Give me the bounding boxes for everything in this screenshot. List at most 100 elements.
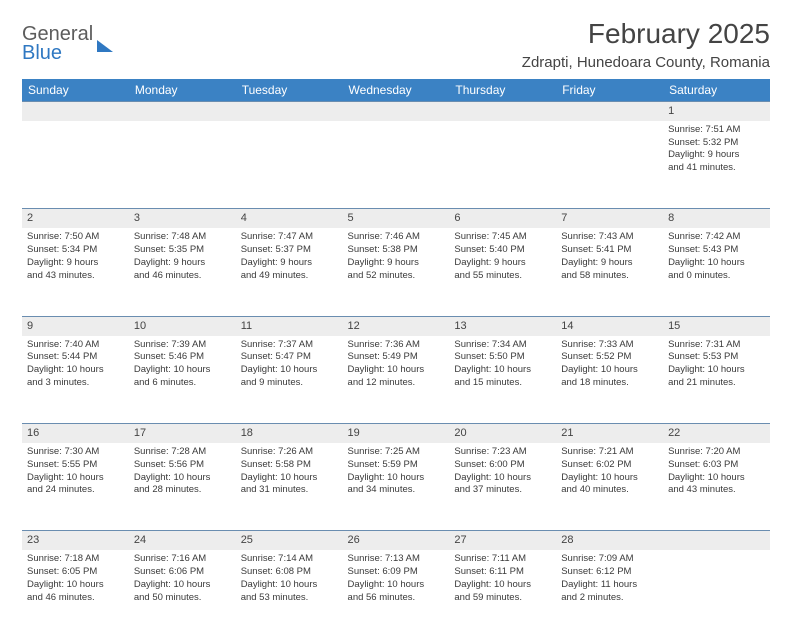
day2-text: and 43 minutes.	[668, 484, 765, 497]
day1-text: Daylight: 9 hours	[241, 257, 338, 270]
day1-text: Daylight: 9 hours	[561, 257, 658, 270]
day-number: 23	[22, 531, 129, 550]
day2-text: and 6 minutes.	[134, 377, 231, 390]
day-number: 13	[449, 316, 556, 335]
day-number: 16	[22, 424, 129, 443]
sunrise-text: Sunrise: 7:28 AM	[134, 446, 231, 459]
day-cell: Sunrise: 7:48 AMSunset: 5:35 PMDaylight:…	[129, 228, 236, 316]
day-cell: Sunrise: 7:45 AMSunset: 5:40 PMDaylight:…	[449, 228, 556, 316]
logo-line2: Blue	[22, 43, 93, 63]
day-cell: Sunrise: 7:14 AMSunset: 6:08 PMDaylight:…	[236, 550, 343, 638]
sunset-text: Sunset: 5:41 PM	[561, 244, 658, 257]
sunrise-text: Sunrise: 7:36 AM	[348, 339, 445, 352]
day1-text: Daylight: 9 hours	[668, 149, 765, 162]
day-number: 21	[556, 424, 663, 443]
day-number: 5	[343, 209, 450, 228]
day-cell: Sunrise: 7:37 AMSunset: 5:47 PMDaylight:…	[236, 336, 343, 424]
day-number: 9	[22, 316, 129, 335]
day-number: 10	[129, 316, 236, 335]
sunrise-text: Sunrise: 7:26 AM	[241, 446, 338, 459]
sunrise-text: Sunrise: 7:46 AM	[348, 231, 445, 244]
sunrise-text: Sunrise: 7:25 AM	[348, 446, 445, 459]
day-number: 27	[449, 531, 556, 550]
day-number-row: 2345678	[22, 209, 770, 228]
sunset-text: Sunset: 6:00 PM	[454, 459, 551, 472]
day-number	[663, 531, 770, 550]
sunset-text: Sunset: 5:34 PM	[27, 244, 124, 257]
day-number-row: 9101112131415	[22, 316, 770, 335]
sunset-text: Sunset: 5:58 PM	[241, 459, 338, 472]
sunset-text: Sunset: 6:05 PM	[27, 566, 124, 579]
day-cell	[343, 121, 450, 209]
day-number: 19	[343, 424, 450, 443]
sunrise-text: Sunrise: 7:20 AM	[668, 446, 765, 459]
day-cell: Sunrise: 7:23 AMSunset: 6:00 PMDaylight:…	[449, 443, 556, 531]
weekday-header: Wednesday	[343, 79, 450, 102]
day2-text: and 18 minutes.	[561, 377, 658, 390]
day-cell: Sunrise: 7:39 AMSunset: 5:46 PMDaylight:…	[129, 336, 236, 424]
weekday-header: Monday	[129, 79, 236, 102]
day-number: 20	[449, 424, 556, 443]
day-cell: Sunrise: 7:33 AMSunset: 5:52 PMDaylight:…	[556, 336, 663, 424]
day-number: 18	[236, 424, 343, 443]
day-cell: Sunrise: 7:18 AMSunset: 6:05 PMDaylight:…	[22, 550, 129, 638]
sunrise-text: Sunrise: 7:14 AM	[241, 553, 338, 566]
day-number-row: 16171819202122	[22, 424, 770, 443]
day-cell	[236, 121, 343, 209]
day-number	[236, 102, 343, 121]
day-number: 17	[129, 424, 236, 443]
header-right: February 2025 Zdrapti, Hunedoara County,…	[522, 18, 770, 71]
day2-text: and 50 minutes.	[134, 592, 231, 605]
weekday-header-row: Sunday Monday Tuesday Wednesday Thursday…	[22, 79, 770, 102]
sunset-text: Sunset: 5:59 PM	[348, 459, 445, 472]
sunrise-text: Sunrise: 7:51 AM	[668, 124, 765, 137]
day-cell: Sunrise: 7:50 AMSunset: 5:34 PMDaylight:…	[22, 228, 129, 316]
sunrise-text: Sunrise: 7:09 AM	[561, 553, 658, 566]
day-number: 24	[129, 531, 236, 550]
sunset-text: Sunset: 6:03 PM	[668, 459, 765, 472]
sunrise-text: Sunrise: 7:31 AM	[668, 339, 765, 352]
sunrise-text: Sunrise: 7:43 AM	[561, 231, 658, 244]
day1-text: Daylight: 10 hours	[348, 472, 445, 485]
day-cell: Sunrise: 7:21 AMSunset: 6:02 PMDaylight:…	[556, 443, 663, 531]
day-number-row: 1	[22, 102, 770, 121]
sunset-text: Sunset: 6:09 PM	[348, 566, 445, 579]
day-cell: Sunrise: 7:40 AMSunset: 5:44 PMDaylight:…	[22, 336, 129, 424]
day-detail-row: Sunrise: 7:40 AMSunset: 5:44 PM Daylight:…	[22, 336, 770, 424]
day-cell: Sunrise: 7:30 AMSunset: 5:55 PMDaylight:…	[22, 443, 129, 531]
sunset-text: Sunset: 5:44 PM	[27, 351, 124, 364]
day1-text: Daylight: 10 hours	[348, 364, 445, 377]
sunrise-text: Sunrise: 7:42 AM	[668, 231, 765, 244]
sunset-text: Sunset: 6:11 PM	[454, 566, 551, 579]
day1-text: Daylight: 10 hours	[561, 364, 658, 377]
day1-text: Daylight: 10 hours	[134, 364, 231, 377]
day1-text: Daylight: 10 hours	[27, 579, 124, 592]
day1-text: Daylight: 10 hours	[348, 579, 445, 592]
weekday-header: Thursday	[449, 79, 556, 102]
weekday-header: Tuesday	[236, 79, 343, 102]
day-cell: Sunrise: 7:16 AMSunset: 6:06 PMDaylight:…	[129, 550, 236, 638]
day1-text: Daylight: 9 hours	[134, 257, 231, 270]
day1-text: Daylight: 10 hours	[668, 364, 765, 377]
day2-text: and 28 minutes.	[134, 484, 231, 497]
day1-text: Daylight: 11 hours	[561, 579, 658, 592]
day1-text: Daylight: 10 hours	[454, 472, 551, 485]
day2-text: and 49 minutes.	[241, 270, 338, 283]
day2-text: and 24 minutes.	[27, 484, 124, 497]
logo-triangle-icon	[97, 40, 113, 52]
day1-text: Daylight: 9 hours	[27, 257, 124, 270]
day2-text: and 12 minutes.	[348, 377, 445, 390]
day-number	[343, 102, 450, 121]
sunrise-text: Sunrise: 7:40 AM	[27, 339, 124, 352]
sunrise-text: Sunrise: 7:47 AM	[241, 231, 338, 244]
day1-text: Daylight: 10 hours	[454, 364, 551, 377]
day2-text: and 37 minutes.	[454, 484, 551, 497]
day2-text: and 40 minutes.	[561, 484, 658, 497]
day-number: 28	[556, 531, 663, 550]
day-cell: Sunrise: 7:09 AMSunset: 6:12 PMDaylight:…	[556, 550, 663, 638]
weekday-header: Friday	[556, 79, 663, 102]
day-cell: Sunrise: 7:31 AMSunset: 5:53 PMDaylight:…	[663, 336, 770, 424]
day2-text: and 53 minutes.	[241, 592, 338, 605]
day2-text: and 2 minutes.	[561, 592, 658, 605]
sunset-text: Sunset: 5:32 PM	[668, 137, 765, 150]
